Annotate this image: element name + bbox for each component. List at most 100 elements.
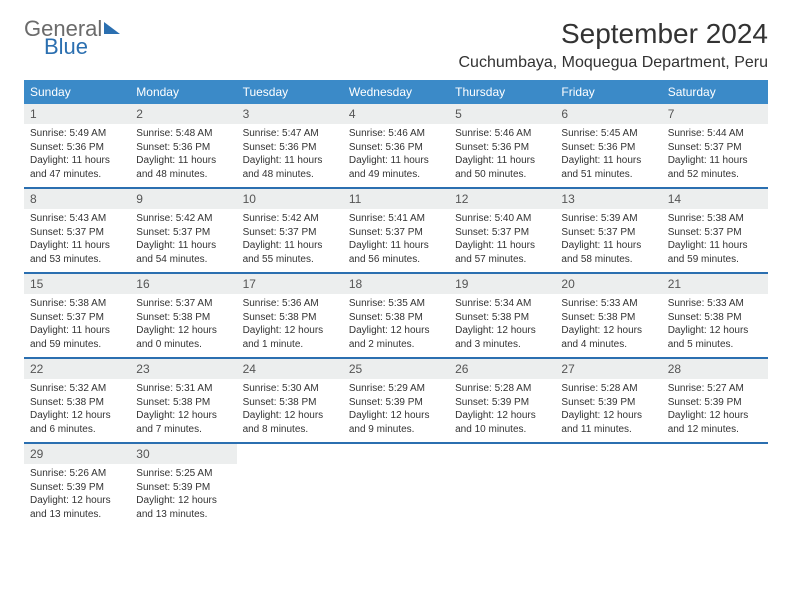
daylight-text-2: and 12 minutes.: [668, 423, 762, 437]
sunrise-text: Sunrise: 5:39 AM: [561, 212, 655, 226]
day-cell: 7Sunrise: 5:44 AMSunset: 5:37 PMDaylight…: [662, 104, 768, 188]
sunrise-text: Sunrise: 5:38 AM: [668, 212, 762, 226]
week-row: 8Sunrise: 5:43 AMSunset: 5:37 PMDaylight…: [24, 188, 768, 273]
day-body: Sunrise: 5:31 AMSunset: 5:38 PMDaylight:…: [130, 379, 236, 442]
logo-text-blue: Blue: [44, 36, 120, 58]
sunset-text: Sunset: 5:37 PM: [561, 226, 655, 240]
daylight-text-2: and 48 minutes.: [136, 168, 230, 182]
day-cell: 23Sunrise: 5:31 AMSunset: 5:38 PMDayligh…: [130, 358, 236, 443]
sunrise-text: Sunrise: 5:46 AM: [349, 127, 443, 141]
sunset-text: Sunset: 5:38 PM: [349, 311, 443, 325]
day-cell: 2Sunrise: 5:48 AMSunset: 5:36 PMDaylight…: [130, 104, 236, 188]
day-number: 27: [555, 359, 661, 379]
day-body: Sunrise: 5:26 AMSunset: 5:39 PMDaylight:…: [24, 464, 130, 527]
day-cell: [449, 443, 555, 527]
sunset-text: Sunset: 5:39 PM: [455, 396, 549, 410]
day-cell: 5Sunrise: 5:46 AMSunset: 5:36 PMDaylight…: [449, 104, 555, 188]
day-cell: 30Sunrise: 5:25 AMSunset: 5:39 PMDayligh…: [130, 443, 236, 527]
sunset-text: Sunset: 5:37 PM: [668, 141, 762, 155]
day-cell: 17Sunrise: 5:36 AMSunset: 5:38 PMDayligh…: [237, 273, 343, 358]
sunset-text: Sunset: 5:38 PM: [136, 311, 230, 325]
day-number: 14: [662, 189, 768, 209]
daylight-text-1: Daylight: 11 hours: [561, 154, 655, 168]
day-cell: 28Sunrise: 5:27 AMSunset: 5:39 PMDayligh…: [662, 358, 768, 443]
daylight-text-2: and 54 minutes.: [136, 253, 230, 267]
week-row: 15Sunrise: 5:38 AMSunset: 5:37 PMDayligh…: [24, 273, 768, 358]
day-number: 20: [555, 274, 661, 294]
sunrise-text: Sunrise: 5:36 AM: [243, 297, 337, 311]
day-body: Sunrise: 5:33 AMSunset: 5:38 PMDaylight:…: [555, 294, 661, 357]
day-number: 8: [24, 189, 130, 209]
day-cell: 1Sunrise: 5:49 AMSunset: 5:36 PMDaylight…: [24, 104, 130, 188]
sunset-text: Sunset: 5:36 PM: [455, 141, 549, 155]
daylight-text-2: and 50 minutes.: [455, 168, 549, 182]
daylight-text-1: Daylight: 12 hours: [136, 324, 230, 338]
day-number: 24: [237, 359, 343, 379]
day-body: Sunrise: 5:34 AMSunset: 5:38 PMDaylight:…: [449, 294, 555, 357]
day-number: 23: [130, 359, 236, 379]
logo: General Blue: [24, 18, 120, 58]
sunset-text: Sunset: 5:37 PM: [455, 226, 549, 240]
day-number: 26: [449, 359, 555, 379]
day-number: 28: [662, 359, 768, 379]
daylight-text-2: and 55 minutes.: [243, 253, 337, 267]
day-cell: 29Sunrise: 5:26 AMSunset: 5:39 PMDayligh…: [24, 443, 130, 527]
daylight-text-2: and 7 minutes.: [136, 423, 230, 437]
daylight-text-1: Daylight: 11 hours: [30, 154, 124, 168]
day-number: 11: [343, 189, 449, 209]
day-cell: 27Sunrise: 5:28 AMSunset: 5:39 PMDayligh…: [555, 358, 661, 443]
day-cell: 21Sunrise: 5:33 AMSunset: 5:38 PMDayligh…: [662, 273, 768, 358]
day-cell: 16 Sunrise: 5:37 AMSunset: 5:38 PMDayligh…: [130, 273, 236, 358]
sunrise-text: Sunrise: 5:26 AM: [30, 467, 124, 481]
daylight-text-2: and 48 minutes.: [243, 168, 337, 182]
day-number: 16: [130, 274, 236, 294]
daylight-text-1: Daylight: 11 hours: [455, 154, 549, 168]
sunset-text: Sunset: 5:39 PM: [30, 481, 124, 495]
daylight-text-1: Daylight: 12 hours: [136, 409, 230, 423]
sunrise-text: Sunrise: 5:31 AM: [136, 382, 230, 396]
sunrise-text: Sunrise: 5:42 AM: [136, 212, 230, 226]
day-body: Sunrise: 5:36 AMSunset: 5:38 PMDaylight:…: [237, 294, 343, 357]
day-cell: 18Sunrise: 5:35 AMSunset: 5:38 PMDayligh…: [343, 273, 449, 358]
day-number: 13: [555, 189, 661, 209]
day-cell: 10Sunrise: 5:42 AMSunset: 5:37 PMDayligh…: [237, 188, 343, 273]
daylight-text-1: Daylight: 12 hours: [30, 409, 124, 423]
daylight-text-1: Daylight: 12 hours: [668, 409, 762, 423]
daylight-text-1: Daylight: 11 hours: [668, 239, 762, 253]
day-cell: [237, 443, 343, 527]
daylight-text-1: Daylight: 11 hours: [136, 154, 230, 168]
day-body: Sunrise: 5:46 AMSunset: 5:36 PMDaylight:…: [449, 124, 555, 187]
day-number: 18: [343, 274, 449, 294]
daylight-text-2: and 4 minutes.: [561, 338, 655, 352]
day-header-row: Sunday Monday Tuesday Wednesday Thursday…: [24, 80, 768, 104]
day-number: 12: [449, 189, 555, 209]
sunset-text: Sunset: 5:39 PM: [561, 396, 655, 410]
day-cell: 12Sunrise: 5:40 AMSunset: 5:37 PMDayligh…: [449, 188, 555, 273]
sunset-text: Sunset: 5:37 PM: [136, 226, 230, 240]
sunset-text: Sunset: 5:36 PM: [561, 141, 655, 155]
day-cell: 19Sunrise: 5:34 AMSunset: 5:38 PMDayligh…: [449, 273, 555, 358]
day-body: Sunrise: 5:27 AMSunset: 5:39 PMDaylight:…: [662, 379, 768, 442]
day-number: 21: [662, 274, 768, 294]
daylight-text-2: and 51 minutes.: [561, 168, 655, 182]
day-cell: 6Sunrise: 5:45 AMSunset: 5:36 PMDaylight…: [555, 104, 661, 188]
daylight-text-2: and 6 minutes.: [30, 423, 124, 437]
day-number: 17: [237, 274, 343, 294]
day-cell: 15Sunrise: 5:38 AMSunset: 5:37 PMDayligh…: [24, 273, 130, 358]
daylight-text-1: Daylight: 12 hours: [668, 324, 762, 338]
day-body: Sunrise: 5:32 AMSunset: 5:38 PMDaylight:…: [24, 379, 130, 442]
sunrise-text: Sunrise: 5:37 AM: [136, 297, 230, 311]
day-number: 3: [237, 104, 343, 124]
daylight-text-1: Daylight: 12 hours: [455, 409, 549, 423]
daylight-text-1: Daylight: 12 hours: [455, 324, 549, 338]
daylight-text-1: Daylight: 11 hours: [30, 239, 124, 253]
day-cell: [662, 443, 768, 527]
daylight-text-2: and 8 minutes.: [243, 423, 337, 437]
day-number: 7: [662, 104, 768, 124]
dayhead-monday: Monday: [130, 80, 236, 104]
daylight-text-2: and 5 minutes.: [668, 338, 762, 352]
day-body: Sunrise: 5:48 AMSunset: 5:36 PMDaylight:…: [130, 124, 236, 187]
sunrise-text: Sunrise: 5:25 AM: [136, 467, 230, 481]
location-text: Cuchumbaya, Moquegua Department, Peru: [458, 54, 768, 72]
day-cell: 25Sunrise: 5:29 AMSunset: 5:39 PMDayligh…: [343, 358, 449, 443]
